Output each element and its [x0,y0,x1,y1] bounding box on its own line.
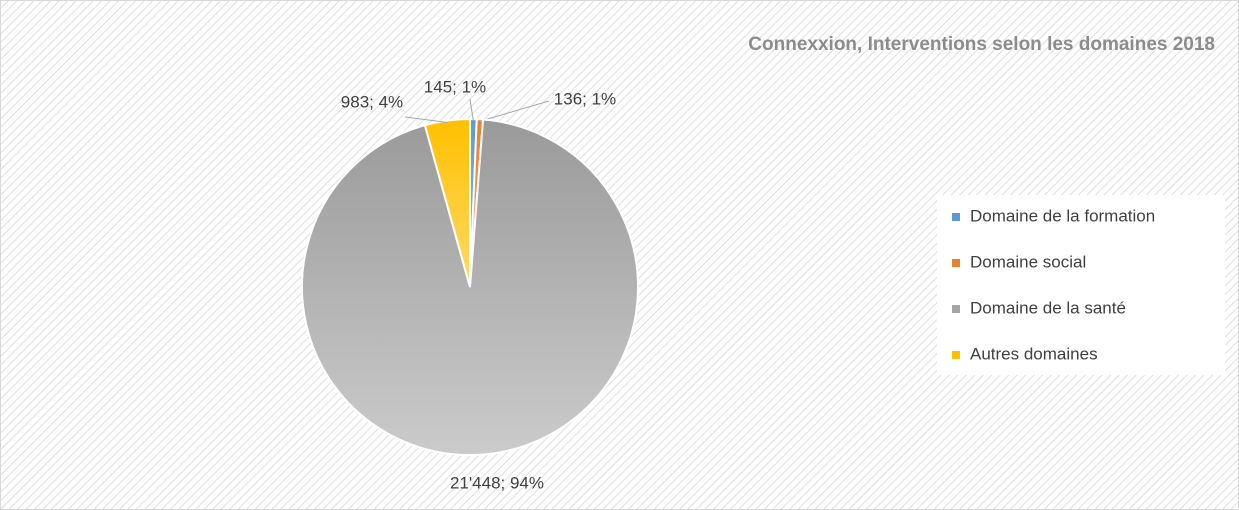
legend-label: Domaine de la formation [970,206,1155,225]
legend-label: Domaine de la santé [970,298,1126,317]
pie-slice [423,117,471,288]
pie-slice [301,118,639,456]
legend-swatch [952,259,960,267]
data-label: 136; 1% [554,89,616,108]
leader-line [469,98,474,122]
legend-box [937,195,1225,375]
leader-line [479,100,550,122]
legend-label: Autres domaines [970,344,1098,363]
leader-line [404,116,448,124]
chart-title: Connexxion, Interventions selon les doma… [748,34,1215,55]
data-label: 21'448; 94% [450,473,544,492]
data-label: 145; 1% [424,77,486,96]
data-label: 983; 4% [341,92,403,111]
legend-swatch [952,305,960,313]
legend-swatch [952,213,960,221]
legend-swatch [952,351,960,359]
legend-label: Domaine social [970,252,1086,271]
